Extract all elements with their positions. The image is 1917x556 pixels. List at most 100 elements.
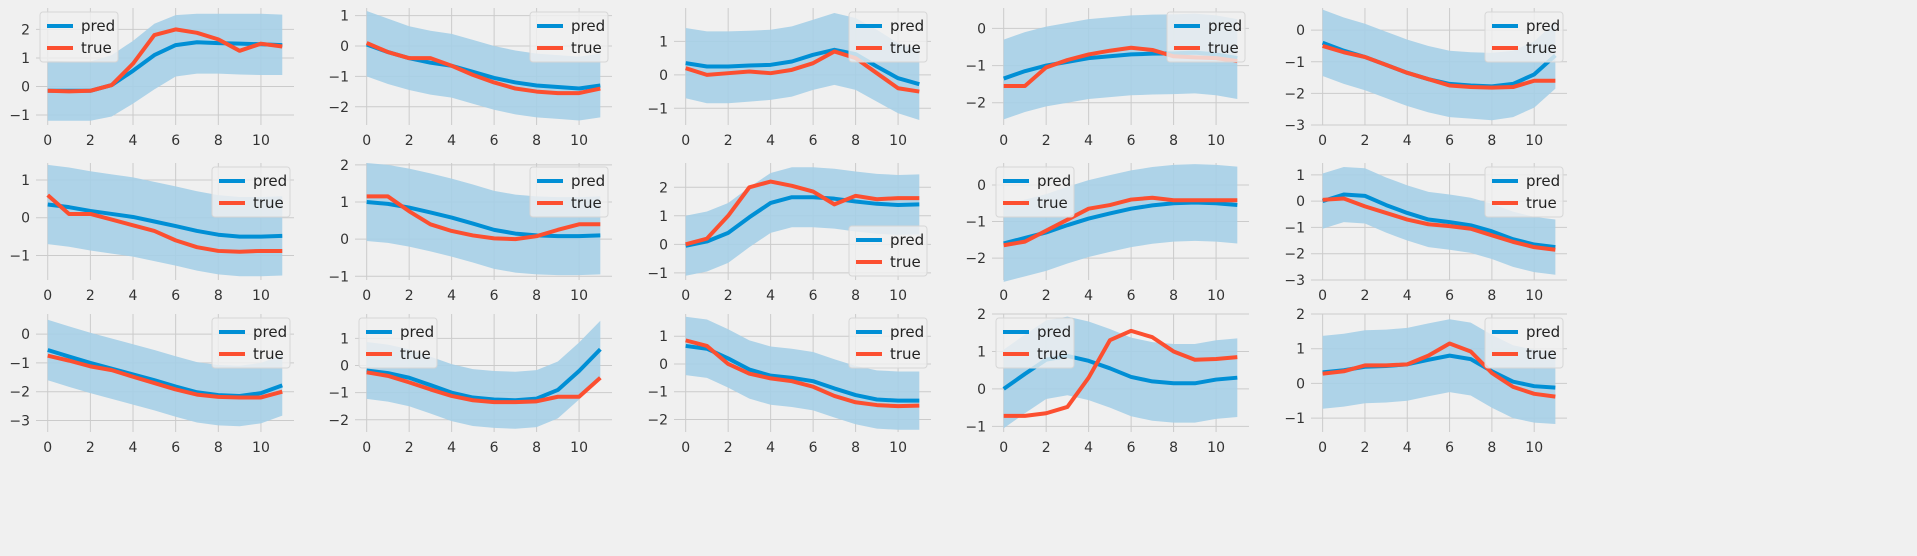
- legend-label-true: true: [1526, 345, 1557, 363]
- legend: pred true: [211, 317, 291, 369]
- x-tick-label: 4: [447, 440, 456, 456]
- y-tick-label: 0: [659, 237, 668, 253]
- series-line-true: [46, 193, 283, 254]
- x-tick-label: 2: [1360, 288, 1369, 304]
- confidence-band: [47, 319, 283, 427]
- x-tick-label: 6: [1445, 133, 1454, 149]
- x-tick-label: 4: [1403, 133, 1412, 149]
- legend-label-pred: pred: [1526, 172, 1560, 190]
- y-tick-label: 2: [340, 158, 349, 174]
- subplot-12: 0 2 4 6 8 10 −2 −1 0 1 pred true: [328, 314, 612, 456]
- series-line-pred: [1322, 192, 1556, 250]
- legend-label-true: true: [253, 345, 284, 363]
- x-tick-label: 2: [86, 133, 95, 149]
- confidence-band: [1322, 9, 1556, 121]
- subplot-5: 0 2 4 6 8 10 −3 −2 −1 0 pred true: [1284, 8, 1567, 149]
- y-tick-label: −1: [1284, 411, 1305, 427]
- y-tick-label: 0: [1296, 194, 1305, 210]
- series-line-true: [1003, 195, 1238, 248]
- y-tick-label: −1: [9, 108, 30, 124]
- y-tick-label: −2: [328, 413, 349, 429]
- subplot-1: 0 2 4 6 8 10 −1 0 1 2 pred true: [9, 8, 294, 149]
- x-tick-label: 0: [1318, 440, 1327, 456]
- x-tick-label: 4: [1084, 288, 1093, 304]
- y-tick-label: 0: [340, 359, 349, 375]
- y-tick-label: 0: [340, 39, 349, 55]
- x-tick-label: 0: [43, 288, 52, 304]
- x-tick-label: 10: [570, 440, 588, 456]
- x-tick-label: 10: [1525, 440, 1543, 456]
- x-tick-label: 4: [766, 133, 775, 149]
- x-tick-label: 10: [252, 133, 270, 149]
- x-tick-label: 2: [405, 133, 414, 149]
- x-tick-label: 6: [809, 288, 818, 304]
- subplot-2: 0 2 4 6 8 10 −2 −1 0 1 pred true: [328, 8, 612, 149]
- x-tick-label: 8: [1487, 440, 1496, 456]
- x-tick-label: 8: [214, 440, 223, 456]
- series-line-pred: [685, 47, 920, 87]
- y-tick-label: −1: [9, 356, 30, 372]
- y-tick-label: 1: [1296, 168, 1305, 184]
- x-tick-label: 2: [724, 133, 733, 149]
- x-tick-label: 8: [851, 440, 860, 456]
- legend-label-pred: pred: [890, 231, 924, 249]
- y-tick-label: 0: [21, 211, 30, 227]
- series-line-true: [1322, 44, 1556, 90]
- legend-label-true: true: [1526, 194, 1557, 212]
- x-tick-label: 2: [1360, 440, 1369, 456]
- series-line-true: [685, 338, 920, 409]
- legend-label-true: true: [1208, 39, 1239, 57]
- x-tick-label: 2: [405, 440, 414, 456]
- x-tick-label: 0: [1318, 288, 1327, 304]
- x-tick-label: 0: [362, 440, 371, 456]
- y-tick-label: 1: [659, 34, 668, 50]
- series-line-true: [685, 49, 920, 94]
- x-tick-label: 6: [809, 440, 818, 456]
- y-tick-label: 0: [977, 21, 986, 37]
- y-tick-label: −1: [328, 386, 349, 402]
- legend-label-true: true: [1037, 194, 1068, 212]
- legend-label-true: true: [890, 345, 921, 363]
- y-tick-label: −2: [328, 100, 349, 116]
- x-tick-label: 8: [851, 133, 860, 149]
- legend-label-true: true: [1037, 345, 1068, 363]
- x-tick-label: 8: [532, 133, 541, 149]
- legend: pred true: [848, 225, 928, 277]
- y-tick-label: −3: [1284, 118, 1305, 134]
- y-tick-label: −1: [965, 419, 986, 435]
- x-tick-label: 4: [1403, 440, 1412, 456]
- y-tick-label: 2: [977, 307, 986, 323]
- x-tick-label: 8: [1487, 133, 1496, 149]
- x-tick-label: 2: [1042, 440, 1051, 456]
- y-tick-label: 2: [21, 22, 30, 38]
- x-tick-label: 6: [1445, 440, 1454, 456]
- legend-label-pred: pred: [890, 17, 924, 35]
- y-tick-label: 0: [1296, 23, 1305, 39]
- y-tick-label: −2: [965, 251, 986, 267]
- x-tick-label: 6: [1127, 288, 1136, 304]
- x-tick-label: 6: [490, 288, 499, 304]
- y-tick-label: 0: [21, 79, 30, 95]
- y-tick-label: 1: [340, 9, 349, 25]
- legend: pred true: [39, 11, 119, 63]
- y-tick-label: 1: [977, 344, 986, 360]
- y-tick-label: −2: [1284, 86, 1305, 102]
- x-tick-label: 10: [1207, 288, 1225, 304]
- legend-label-pred: pred: [1526, 323, 1560, 341]
- legend-label-pred: pred: [1208, 17, 1242, 35]
- x-tick-label: 0: [362, 288, 371, 304]
- y-tick-label: −1: [965, 59, 986, 75]
- legend-label-pred: pred: [890, 323, 924, 341]
- y-tick-label: −2: [9, 385, 30, 401]
- x-tick-label: 6: [1445, 288, 1454, 304]
- x-tick-label: 2: [1360, 133, 1369, 149]
- y-tick-label: 2: [659, 180, 668, 196]
- y-tick-label: 0: [1296, 376, 1305, 392]
- legend-label-true: true: [400, 345, 431, 363]
- legend: pred true: [358, 317, 438, 369]
- x-tick-label: 8: [1169, 133, 1178, 149]
- x-tick-label: 8: [1487, 288, 1496, 304]
- x-tick-label: 10: [889, 133, 907, 149]
- x-tick-label: 8: [532, 288, 541, 304]
